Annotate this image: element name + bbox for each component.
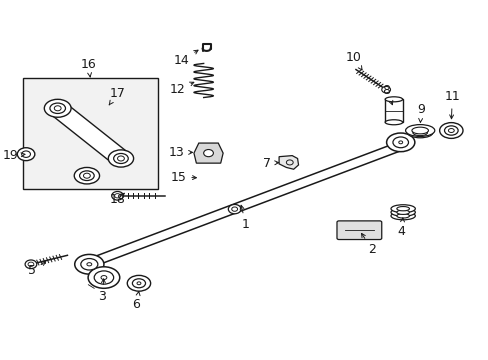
Circle shape [232,205,240,211]
Circle shape [17,148,35,161]
Circle shape [203,149,213,157]
Ellipse shape [80,171,94,180]
Ellipse shape [74,167,100,184]
Polygon shape [194,143,223,163]
Ellipse shape [390,205,414,213]
Text: 11: 11 [444,90,459,119]
Ellipse shape [88,267,120,288]
Text: 13: 13 [169,146,192,159]
Ellipse shape [132,279,145,288]
Text: 18: 18 [109,193,125,206]
Text: 19: 19 [2,149,25,162]
Polygon shape [50,103,128,164]
Text: 14: 14 [174,50,198,67]
Polygon shape [89,140,407,266]
Text: 7: 7 [263,157,278,170]
Ellipse shape [396,214,408,218]
FancyBboxPatch shape [336,221,381,239]
Ellipse shape [396,210,408,215]
Text: 9: 9 [416,103,424,122]
Circle shape [111,192,123,200]
Ellipse shape [113,153,128,163]
Circle shape [381,86,390,93]
Text: 5: 5 [28,262,45,277]
Bar [22,78,158,189]
Circle shape [25,260,37,269]
Text: 12: 12 [170,82,193,96]
Ellipse shape [439,123,462,138]
Ellipse shape [108,150,133,167]
Text: 8: 8 [382,84,392,105]
Ellipse shape [405,125,434,136]
Ellipse shape [385,120,402,125]
Text: 15: 15 [170,171,196,184]
Ellipse shape [81,258,98,270]
Text: 4: 4 [397,218,405,238]
Ellipse shape [127,275,150,291]
Ellipse shape [392,137,407,148]
Text: 17: 17 [109,87,125,105]
Polygon shape [279,156,298,169]
Text: 10: 10 [345,51,361,70]
Text: 3: 3 [98,279,106,303]
Text: 1: 1 [240,205,249,231]
Text: 6: 6 [132,292,140,311]
Ellipse shape [94,271,113,284]
Bar [385,99,402,122]
Ellipse shape [444,126,457,135]
Circle shape [228,204,241,214]
Ellipse shape [386,133,414,152]
Ellipse shape [390,208,414,216]
Ellipse shape [396,207,408,211]
Text: 16: 16 [81,58,96,77]
Ellipse shape [411,127,427,134]
Text: 2: 2 [361,233,376,256]
Ellipse shape [385,97,402,102]
Ellipse shape [75,255,104,274]
Ellipse shape [390,212,414,220]
Ellipse shape [407,127,432,138]
Ellipse shape [44,99,71,117]
Ellipse shape [50,103,65,113]
Circle shape [21,151,30,157]
Ellipse shape [412,130,427,136]
